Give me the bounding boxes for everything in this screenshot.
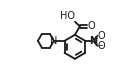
Text: HO: HO — [60, 11, 75, 21]
Text: O: O — [98, 41, 105, 51]
Text: O: O — [98, 31, 105, 41]
Text: −: − — [96, 42, 103, 50]
Text: O: O — [88, 21, 95, 31]
Text: N: N — [89, 36, 97, 46]
Text: +: + — [92, 36, 98, 42]
Text: N: N — [50, 36, 58, 46]
